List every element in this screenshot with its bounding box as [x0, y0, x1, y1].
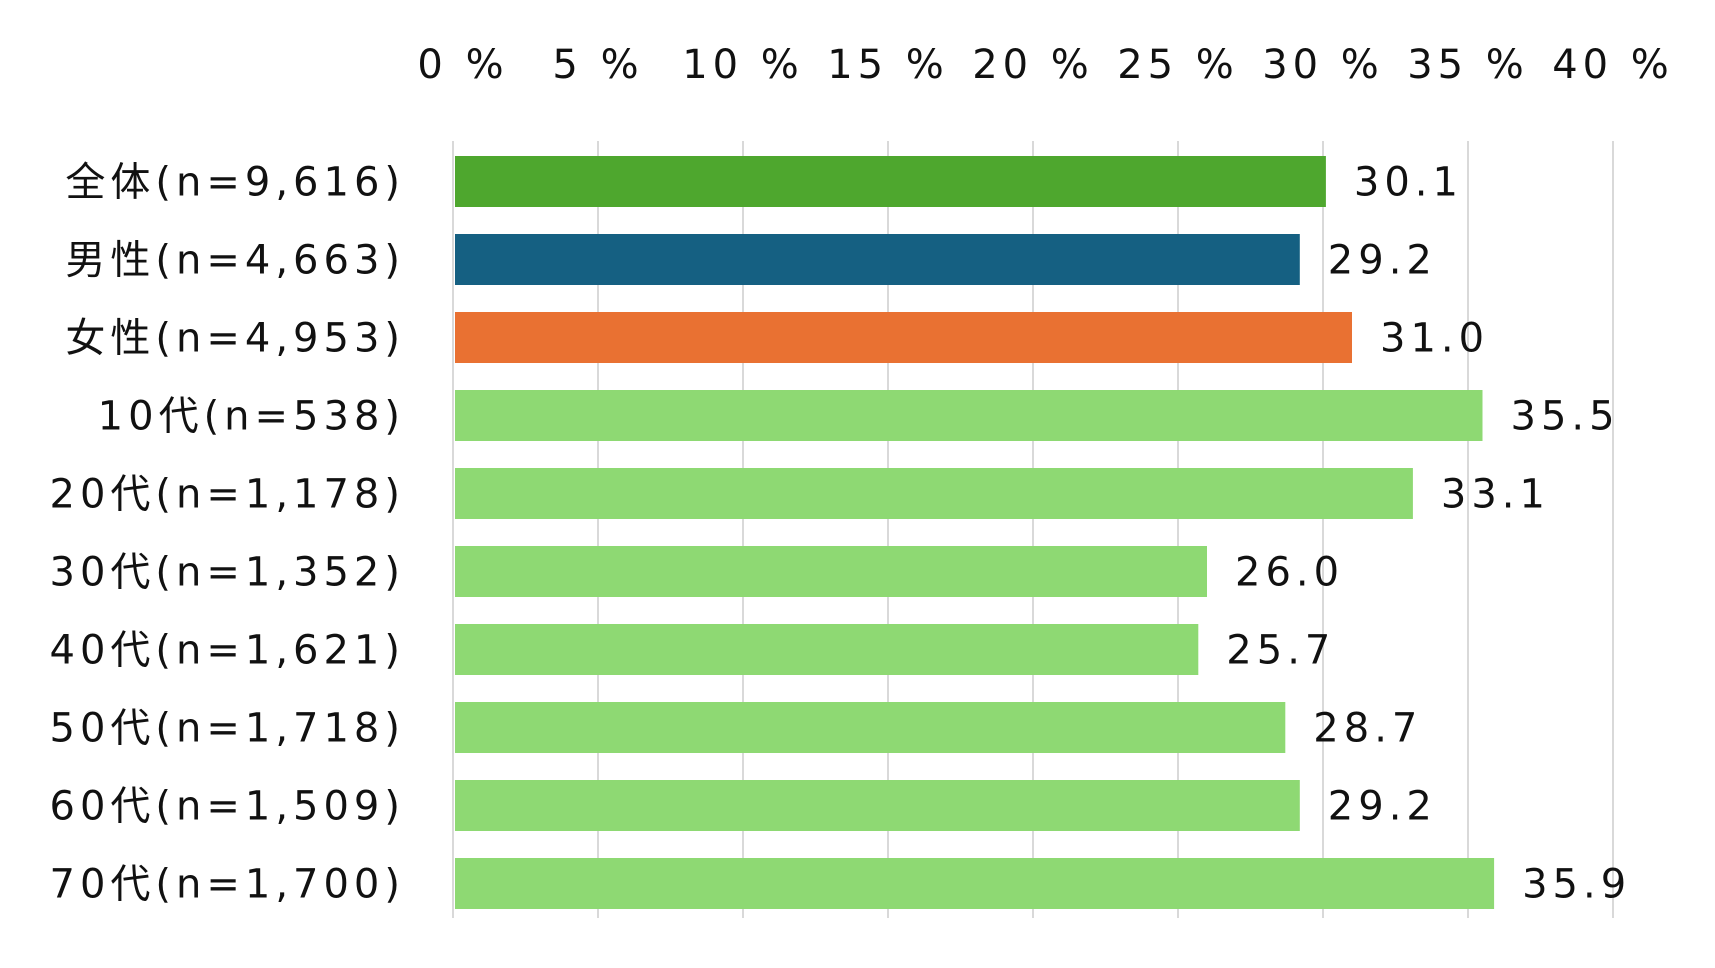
bar: [455, 390, 1483, 441]
x-tick-label: 35 %: [1407, 42, 1529, 88]
category-label: 女性(n=4,953): [65, 316, 405, 362]
category-label: 20代(n=1,178): [50, 472, 406, 518]
x-tick-label: 10 %: [682, 42, 804, 88]
data-label: 35.9: [1522, 862, 1631, 908]
category-label: 30代(n=1,352): [50, 550, 406, 596]
bar: [455, 858, 1495, 909]
category-label: 男性(n=4,663): [65, 238, 405, 284]
x-tick-label: 25 %: [1117, 42, 1239, 88]
data-label: 29.2: [1328, 784, 1437, 830]
category-label: 10代(n=538): [98, 394, 405, 440]
x-tick-label: 40 %: [1552, 42, 1674, 88]
data-label: 26.0: [1235, 550, 1344, 596]
data-label: 35.5: [1511, 394, 1620, 440]
data-label: 31.0: [1380, 316, 1489, 362]
bar: [455, 156, 1326, 207]
data-label: 25.7: [1226, 628, 1335, 674]
category-label: 40代(n=1,621): [50, 628, 406, 674]
category-label: 70代(n=1,700): [50, 862, 406, 908]
data-label: 28.7: [1313, 706, 1422, 752]
bar: [455, 546, 1207, 597]
bar: [455, 780, 1300, 831]
category-label: 50代(n=1,718): [50, 706, 406, 752]
x-tick-label: 0 %: [417, 42, 508, 88]
bar: [455, 468, 1413, 519]
x-tick-label: 30 %: [1262, 42, 1384, 88]
bar: [455, 312, 1352, 363]
category-label: 全体(n=9,616): [65, 160, 405, 206]
x-tick-label: 20 %: [972, 42, 1094, 88]
data-label: 30.1: [1354, 160, 1463, 206]
bar: [455, 234, 1300, 285]
bar: [455, 624, 1199, 675]
bar: [455, 702, 1286, 753]
data-label: 33.1: [1441, 472, 1550, 518]
category-label: 60代(n=1,509): [50, 784, 406, 830]
data-label: 29.2: [1328, 238, 1437, 284]
x-tick-label: 5 %: [552, 42, 643, 88]
x-tick-label: 15 %: [827, 42, 949, 88]
